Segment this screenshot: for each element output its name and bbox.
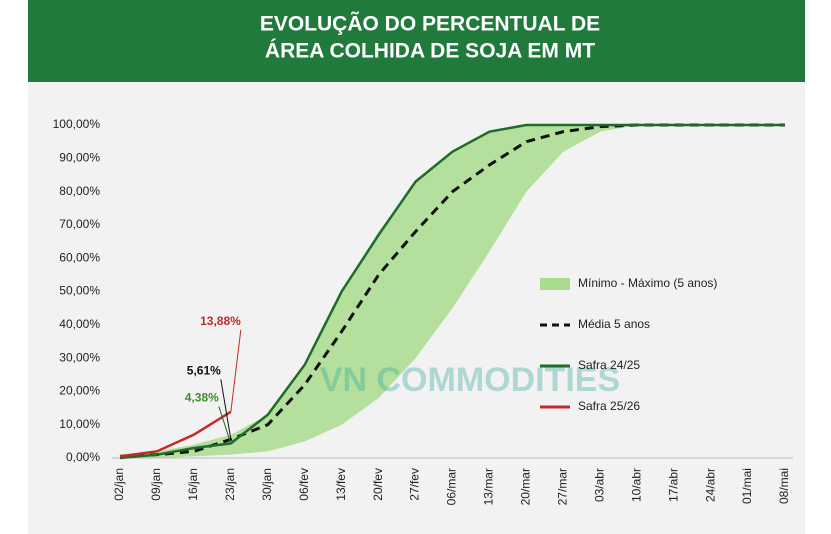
- average-line: [119, 123, 785, 458]
- x-tick-label: 20/fev: [371, 468, 385, 501]
- legend-label: Safra 25/26: [578, 399, 640, 413]
- data-label: 13,88%: [200, 314, 241, 328]
- x-tick-label: 27/fev: [408, 468, 422, 501]
- watermark: VN COMMODITIES: [320, 361, 620, 399]
- x-tick-label: 20/mar: [519, 468, 533, 505]
- legend-label: Safra 24/25: [578, 358, 640, 372]
- x-tick-label: 08/mai: [777, 468, 791, 504]
- x-tick-label: 30/jan: [260, 468, 274, 501]
- header-band: [28, 0, 805, 82]
- y-tick-label: 40,00%: [59, 317, 100, 331]
- x-tick-label: 16/jan: [186, 468, 200, 501]
- x-tick-label: 17/abr: [666, 468, 680, 502]
- y-tick-label: 0,00%: [66, 450, 100, 464]
- x-tick-label: 06/mar: [445, 468, 459, 505]
- legend-label: Mínimo - Máximo (5 anos): [578, 276, 717, 290]
- y-tick-label: 90,00%: [59, 150, 100, 164]
- y-tick-label: 30,00%: [59, 350, 100, 364]
- x-tick-label: 06/fev: [297, 468, 311, 501]
- y-tick-label: 10,00%: [59, 417, 100, 431]
- y-tick-label: 80,00%: [59, 184, 100, 198]
- range-band: [120, 125, 785, 458]
- legend-label: Média 5 anos: [578, 317, 650, 331]
- data-label: 5,61%: [187, 363, 221, 377]
- x-tick-label: 24/abr: [703, 468, 717, 502]
- legend-swatch: [540, 278, 570, 290]
- series-line: [119, 123, 785, 460]
- x-tick-label: 09/jan: [149, 468, 163, 501]
- x-tick-label: 13/fev: [334, 468, 348, 501]
- y-tick-label: 60,00%: [59, 250, 100, 264]
- label-leader: [220, 379, 232, 440]
- chart-title: EVOLUÇÃO DO PERCENTUAL DE: [260, 13, 600, 36]
- x-tick-label: 23/jan: [223, 468, 237, 501]
- y-tick-label: 70,00%: [59, 217, 100, 231]
- y-tick-label: 50,00%: [59, 284, 100, 298]
- x-tick-label: 10/abr: [629, 468, 643, 502]
- x-tick-label: 03/abr: [592, 468, 606, 502]
- series-line: [119, 410, 232, 458]
- x-tick-label: 02/jan: [112, 468, 126, 501]
- label-leader: [230, 329, 242, 412]
- x-tick-label: 27/mar: [556, 468, 570, 505]
- label-leader: [218, 406, 232, 444]
- y-tick-label: 20,00%: [59, 384, 100, 398]
- chart-title: ÁREA COLHIDA DE SOJA EM MT: [265, 40, 595, 63]
- y-tick-label: 100,00%: [53, 117, 101, 131]
- x-tick-label: 01/mai: [740, 468, 754, 504]
- data-label: 4,38%: [185, 391, 219, 405]
- x-tick-label: 13/mar: [482, 468, 496, 505]
